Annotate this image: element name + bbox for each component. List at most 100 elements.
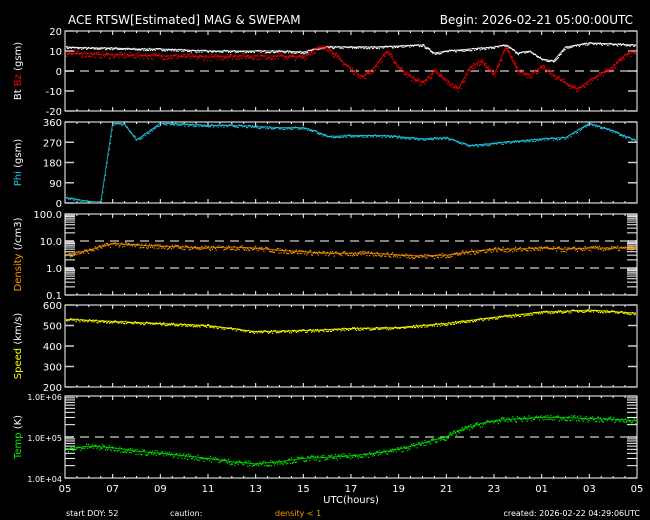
- data-point-bz: [321, 45, 323, 47]
- data-point-density: [247, 247, 249, 249]
- data-point-phi: [438, 137, 440, 139]
- data-point-bz: [355, 69, 357, 71]
- data-point-speed: [85, 320, 87, 322]
- data-point-bz: [472, 67, 474, 70]
- data-point-density: [253, 248, 255, 250]
- data-point-bz: [450, 84, 452, 86]
- data-point-density: [572, 247, 574, 249]
- data-point-density: [433, 255, 435, 257]
- data-point-bt: [546, 60, 548, 62]
- y-tick-label: 500: [43, 322, 62, 333]
- data-point-speed: [329, 329, 331, 331]
- data-point-phi: [532, 140, 534, 142]
- data-point-density: [541, 248, 543, 250]
- data-point-density: [212, 245, 214, 248]
- data-point-phi: [383, 134, 385, 136]
- data-point-temp: [353, 454, 356, 456]
- data-point-phi: [162, 123, 164, 124]
- data-point-phi: [454, 140, 457, 142]
- data-point-bt: [79, 47, 81, 49]
- data-point-bt: [586, 44, 588, 46]
- data-point-phi: [105, 174, 107, 176]
- data-point-density: [316, 252, 318, 254]
- data-point-density: [286, 252, 288, 254]
- data-point-density: [483, 249, 485, 251]
- data-point-bt: [256, 50, 258, 52]
- data-point-bt: [602, 43, 604, 45]
- data-point-bz: [516, 66, 519, 68]
- data-point-temp: [291, 462, 294, 464]
- data-point-phi: [173, 124, 175, 126]
- data-point-phi: [69, 198, 71, 200]
- data-point-bz: [184, 53, 186, 55]
- data-point-density: [98, 245, 100, 247]
- data-point-phi: [594, 124, 596, 126]
- data-point-speed: [362, 329, 364, 331]
- data-point-density: [364, 250, 366, 253]
- data-point-temp: [466, 428, 468, 430]
- data-point-temp: [417, 442, 419, 444]
- data-point-bz: [250, 56, 253, 58]
- data-point-density: [184, 248, 186, 250]
- data-point-speed: [199, 326, 201, 328]
- data-point-speed: [146, 321, 148, 323]
- data-point-temp: [183, 453, 185, 455]
- data-point-bt: [329, 47, 331, 49]
- data-point-bt: [381, 46, 383, 48]
- data-point-speed: [454, 323, 456, 325]
- data-point-bz: [599, 74, 601, 76]
- data-point-phi: [222, 124, 224, 126]
- data-point-temp: [446, 438, 448, 440]
- data-point-density: [576, 248, 578, 250]
- series-line-temp: [66, 416, 636, 465]
- data-point-density: [332, 252, 335, 255]
- data-point-bt: [480, 46, 482, 49]
- data-point-density: [361, 251, 363, 253]
- data-point-density: [136, 244, 138, 246]
- data-point-phi: [307, 129, 309, 131]
- data-point-speed: [493, 317, 495, 319]
- data-point-bt: [533, 53, 535, 56]
- data-point-speed: [393, 327, 396, 329]
- data-point-bt: [104, 47, 106, 49]
- data-point-speed: [270, 331, 272, 333]
- data-point-bz: [539, 65, 541, 67]
- data-point-speed: [263, 330, 265, 332]
- data-point-bz: [109, 57, 111, 59]
- data-point-bz: [540, 65, 542, 67]
- data-point-temp: [273, 464, 275, 466]
- data-point-bt: [527, 51, 529, 53]
- data-point-phi: [70, 197, 72, 199]
- data-point-speed: [174, 325, 176, 327]
- data-point-temp: [428, 440, 430, 442]
- data-point-bt: [340, 47, 342, 49]
- data-point-phi: [452, 139, 454, 141]
- data-point-bt: [454, 49, 456, 51]
- data-point-density: [559, 248, 561, 250]
- data-point-speed: [163, 322, 165, 324]
- data-point-speed: [134, 321, 136, 323]
- data-point-speed: [372, 328, 375, 330]
- data-point-density: [328, 255, 330, 257]
- data-point-phi: [417, 139, 419, 141]
- data-point-phi: [413, 137, 415, 139]
- data-point-temp: [591, 417, 593, 419]
- data-point-speed: [81, 319, 83, 321]
- data-point-speed: [634, 314, 636, 316]
- data-point-phi: [530, 139, 532, 141]
- data-point-temp: [412, 444, 414, 446]
- data-point-bt: [265, 52, 267, 54]
- y-tick-label: 1.0: [46, 264, 62, 275]
- data-point-density: [165, 246, 167, 248]
- data-point-temp: [315, 459, 317, 461]
- data-point-temp: [503, 417, 505, 419]
- y-axis-label-part: Bz: [13, 74, 24, 89]
- data-point-phi: [205, 125, 207, 127]
- data-point-phi: [133, 135, 135, 137]
- data-point-bt: [414, 44, 417, 46]
- data-point-bz: [94, 57, 96, 59]
- data-point-density: [99, 244, 101, 247]
- data-point-temp: [620, 419, 622, 421]
- data-point-density: [79, 253, 81, 255]
- data-point-density: [528, 246, 530, 248]
